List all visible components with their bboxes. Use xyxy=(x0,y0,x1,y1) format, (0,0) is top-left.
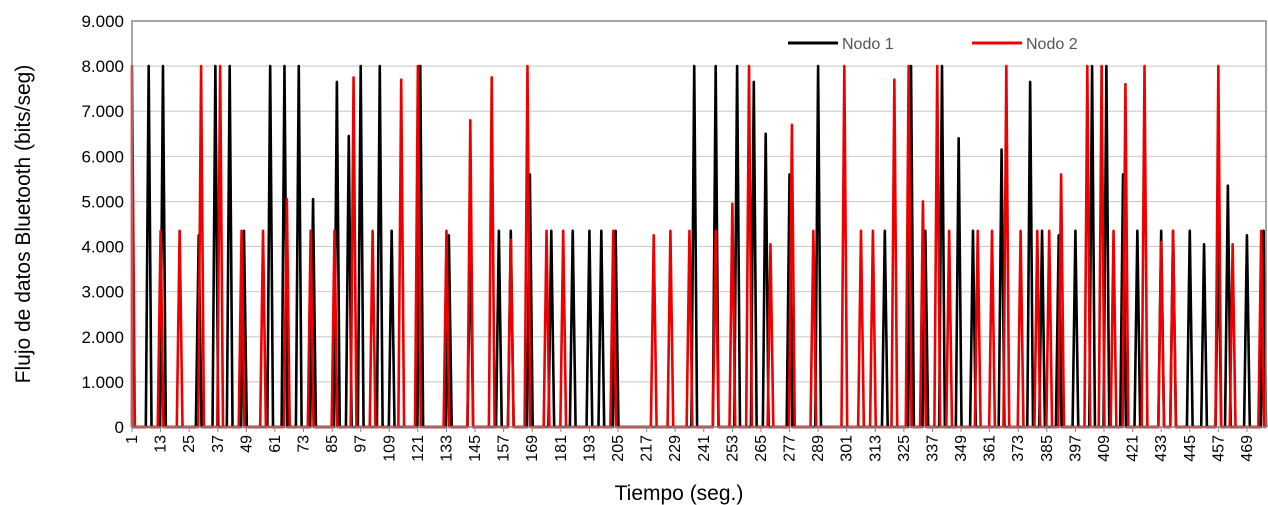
x-tick-label: 133 xyxy=(438,435,455,462)
x-tick-label: 73 xyxy=(296,435,313,453)
x-tick-label: 145 xyxy=(467,435,484,462)
gridlines xyxy=(132,65,1266,383)
x-tick-label: 61 xyxy=(267,435,284,453)
x-tick-label: 217 xyxy=(639,435,656,462)
x-tick-labels: 1 13 25 37 49 61 73 85 97 109 121 133 145 157 169 181 19… xyxy=(124,427,1256,462)
y-tick-label: 0 xyxy=(115,418,124,437)
x-tick-label: 421 xyxy=(1125,435,1142,462)
y-axis-title: Flujo de datos Bluetooth (bits/seg) xyxy=(12,65,35,384)
y-tick-label: 8.000 xyxy=(81,57,124,76)
x-tick-label: 409 xyxy=(1096,435,1113,462)
x-tick-label: 205 xyxy=(610,435,627,462)
x-tick-label: 457 xyxy=(1210,435,1227,462)
x-tick-label: 85 xyxy=(324,435,341,453)
x-tick-label: 169 xyxy=(524,435,541,462)
x-tick-label: 121 xyxy=(410,435,427,462)
x-tick-label: 157 xyxy=(496,435,513,462)
x-tick-label: 373 xyxy=(1010,435,1027,462)
x-tick-label: 253 xyxy=(724,435,741,462)
legend: Nodo 1 Nodo 2 xyxy=(788,36,1078,53)
x-tick-label: 349 xyxy=(953,435,970,462)
x-tick-label: 25 xyxy=(181,435,198,453)
x-tick-label: 433 xyxy=(1153,435,1170,462)
x-tick-label: 469 xyxy=(1239,435,1256,462)
x-tick-label: 445 xyxy=(1182,435,1199,462)
y-tick-label: 5.000 xyxy=(81,192,124,211)
y-tick-label: 4.000 xyxy=(81,238,124,257)
x-tick-label: 301 xyxy=(839,435,856,462)
x-axis-title: Tiempo (seg.) xyxy=(615,482,744,505)
y-tick-label: 3.000 xyxy=(81,283,124,302)
x-tick-label: 109 xyxy=(381,435,398,462)
y-tick-label: 7.000 xyxy=(81,102,124,121)
x-tick-label: 97 xyxy=(353,435,370,453)
x-tick-label: 325 xyxy=(896,435,913,462)
x-tick-label: 313 xyxy=(867,435,884,462)
x-tick-label: 277 xyxy=(782,435,799,462)
legend-label-nodo-1: Nodo 1 xyxy=(842,36,894,53)
x-tick-label: 361 xyxy=(982,435,999,462)
x-tick-label: 397 xyxy=(1067,435,1084,462)
x-tick-label: 181 xyxy=(553,435,570,462)
y-tick-label: 1.000 xyxy=(81,373,124,392)
x-tick-label: 229 xyxy=(667,435,684,462)
x-tick-label: 289 xyxy=(810,435,827,462)
x-tick-label: 37 xyxy=(210,435,227,453)
x-tick-label: 385 xyxy=(1039,435,1056,462)
x-tick-label: 193 xyxy=(581,435,598,462)
x-tick-label: 337 xyxy=(924,435,941,462)
plot-border xyxy=(131,20,1267,428)
x-tick-label: 241 xyxy=(696,435,713,462)
x-tick-label: 265 xyxy=(753,435,770,462)
legend-label-nodo-2: Nodo 2 xyxy=(1026,36,1078,53)
x-tick-label: 1 xyxy=(124,435,141,444)
y-tick-labels: 0 1.000 2.000 3.000 4.000 5.000 6.000 7.000 8.00… xyxy=(81,12,124,437)
y-tick-label: 9.000 xyxy=(81,12,124,31)
x-tick-label: 49 xyxy=(238,435,255,453)
x-tick-label: 13 xyxy=(153,435,170,453)
y-tick-label: 6.000 xyxy=(81,147,124,166)
y-tick-label: 2.000 xyxy=(81,328,124,347)
